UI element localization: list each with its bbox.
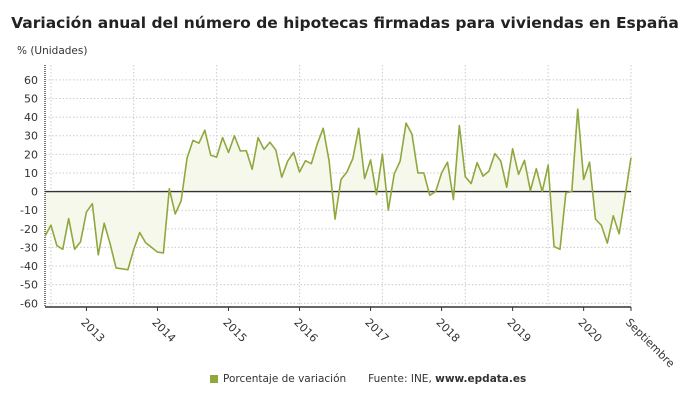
legend: Porcentaje de variación Fuente: INE, www… bbox=[210, 373, 526, 385]
y-tick-label: -30 bbox=[20, 241, 38, 254]
x-tick-label: Septiembre bbox=[623, 316, 677, 370]
y-tick-label: -50 bbox=[20, 279, 38, 292]
source-prefix: Fuente: INE, bbox=[368, 373, 436, 385]
legend-swatch bbox=[210, 375, 218, 383]
legend-label: Porcentaje de variación bbox=[223, 373, 347, 385]
area-fill bbox=[45, 109, 631, 270]
x-tick-label: 2014 bbox=[149, 316, 178, 345]
x-tick-label: 2019 bbox=[504, 316, 533, 345]
y-tick-label: 20 bbox=[24, 148, 38, 161]
y-tick-label: -40 bbox=[20, 260, 38, 273]
y-tick-label: 40 bbox=[24, 111, 38, 124]
x-tick-label: 2015 bbox=[220, 316, 249, 345]
y-tick-label: 60 bbox=[24, 74, 38, 87]
y-tick-label: 0 bbox=[31, 186, 38, 199]
x-tick-label: 2020 bbox=[576, 316, 605, 345]
x-tick-label: 2017 bbox=[362, 316, 391, 345]
y-tick-label: -60 bbox=[20, 297, 38, 310]
series-line bbox=[44, 108, 632, 271]
y-tick-label: 50 bbox=[24, 93, 38, 106]
chart-title: Variación anual del número de hipotecas … bbox=[11, 14, 679, 32]
y-tick-label: 30 bbox=[24, 130, 38, 143]
x-tick-label: 2013 bbox=[78, 316, 107, 345]
y-tick-label: 10 bbox=[24, 167, 38, 180]
source-site: www.epdata.es bbox=[435, 373, 527, 385]
y-axis-label: % (Unidades) bbox=[17, 45, 88, 57]
y-tick-label: -20 bbox=[20, 223, 38, 236]
x-tick-label: 2018 bbox=[433, 316, 462, 345]
source-note: Fuente: INE, www.epdata.es bbox=[368, 373, 526, 385]
y-tick-label: -10 bbox=[20, 204, 38, 217]
x-tick-label: 2016 bbox=[291, 316, 320, 345]
